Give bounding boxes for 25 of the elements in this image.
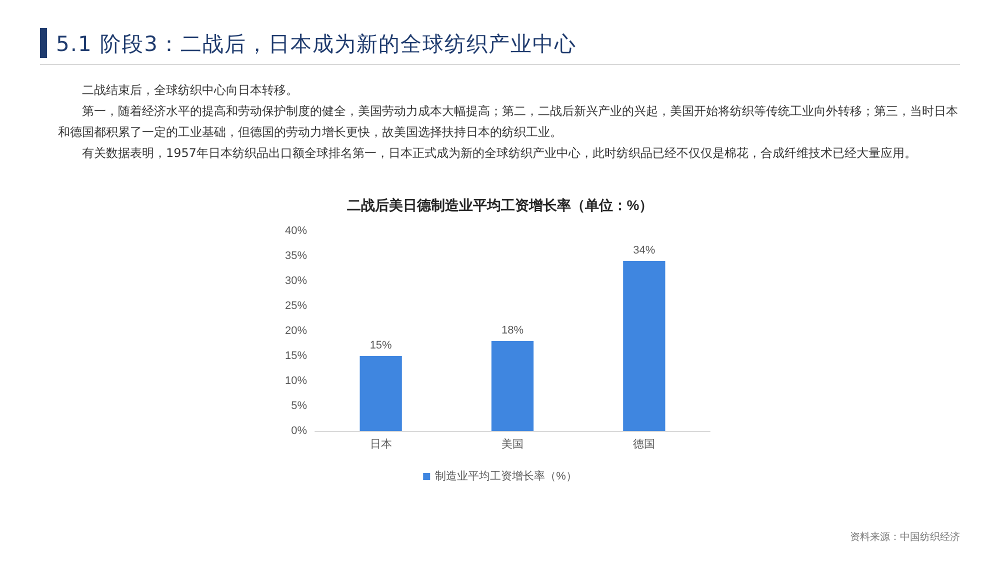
- y-tick-label: 15%: [284, 350, 308, 362]
- x-tick-label: 日本: [370, 438, 392, 450]
- legend-label: 制造业平均工资增长率（%）: [435, 470, 577, 482]
- text: 二战结束后，全球纺织中心向日本转移。: [81, 82, 299, 99]
- text: 5.1 阶段3：二战后，日本成为新的全球纺织产业中心: [56, 31, 576, 58]
- chart-title: 二战后美日德制造业平均工资增长率（单位：%）: [346, 197, 654, 213]
- bar: [491, 341, 534, 431]
- y-tick-label: 35%: [284, 250, 308, 262]
- text: 资料来源：中国纺织经济: [850, 530, 960, 544]
- y-tick-label: 30%: [284, 275, 308, 287]
- data-label: 18%: [501, 324, 524, 336]
- text: 有关数据表明，1957年日本纺织品出口额全球排名第一，日本正式成为新的全球纺织产业中心，此时纺织品已经不仅仅是棉花，合成纤维技术已经大量应用。: [81, 145, 918, 162]
- x-tick-label: 美国: [502, 438, 524, 450]
- y-tick-label: 10%: [284, 375, 308, 387]
- y-tick-label: 40%: [284, 225, 308, 237]
- y-tick-label: 25%: [284, 300, 308, 312]
- y-tick-label: 20%: [284, 325, 308, 337]
- y-tick-label: 5%: [291, 400, 308, 412]
- bar: [623, 261, 666, 431]
- bar: [360, 356, 402, 431]
- data-label: 34%: [633, 244, 656, 256]
- data-label: 15%: [370, 340, 392, 352]
- text: 第一，随着经济水平的提高和劳动保护制度的健全，美国劳动力成本大幅提高；第二，二战后新兴产业的兴起，美国开始将纺织等传统工业向外转移；第三，当时日本和德国都积累了一定的工业基础，但德国的劳动力增长更快，故美国选择扶持日本的纺织工业。: [58, 103, 958, 141]
- x-tick-label: 德国: [633, 438, 656, 450]
- y-tick-label: 0%: [291, 425, 308, 437]
